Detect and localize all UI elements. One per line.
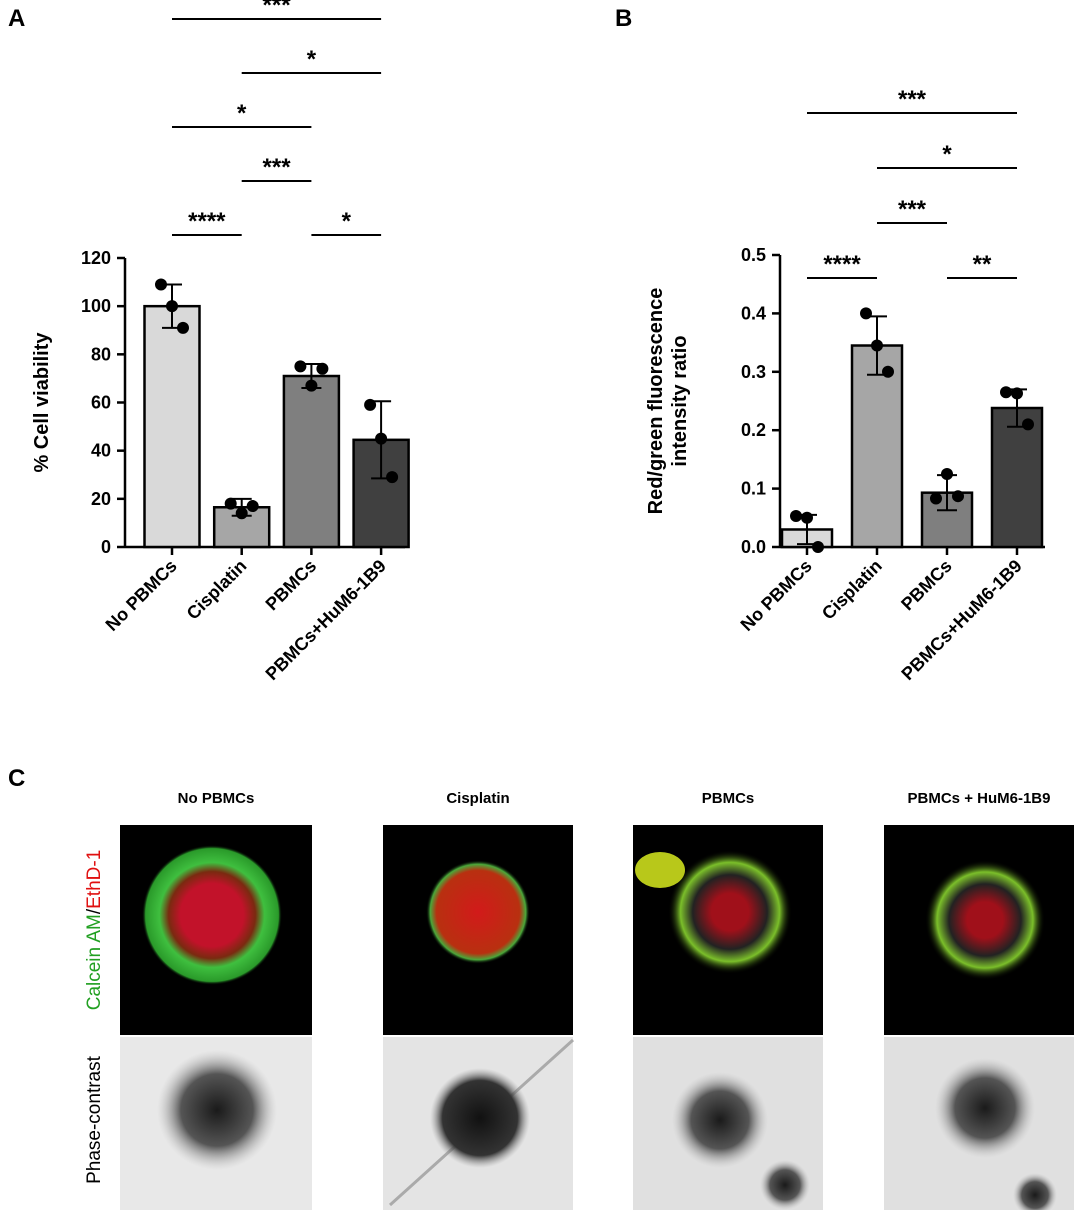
- y-tick-label: 120: [81, 248, 111, 268]
- significance-label: *: [237, 100, 247, 127]
- y-tick-label: 0.0: [741, 537, 766, 557]
- data-point: [882, 365, 894, 378]
- data-point: [860, 307, 872, 320]
- y-tick-label: 80: [91, 344, 111, 364]
- panel-label: A: [8, 5, 25, 32]
- debris: [1013, 1173, 1057, 1215]
- data-point: [364, 398, 377, 411]
- data-point: [305, 379, 318, 392]
- panel-c-images: [120, 825, 1074, 1215]
- calcein-label: Calcein AM: [84, 914, 105, 1010]
- x-tick-label: Cisplatin: [183, 556, 251, 624]
- significance-label: *: [307, 46, 317, 73]
- y-tick-label: 0.2: [741, 420, 766, 440]
- y-axis-label: intensity ratio: [669, 335, 691, 466]
- y-tick-label: 20: [91, 489, 111, 509]
- data-point: [1022, 418, 1034, 431]
- data-point: [1011, 387, 1023, 400]
- spheroid: [157, 1050, 277, 1170]
- y-tick-label: 100: [81, 296, 111, 316]
- panel-label: C: [8, 765, 25, 792]
- column-title: PBMCs + HuM6-1B9: [908, 790, 1051, 807]
- bar: [143, 304, 201, 549]
- x-tick-label: PBMCs+HuM6-1B9: [897, 556, 1025, 684]
- bar: [282, 374, 341, 549]
- significance-label: *: [942, 141, 952, 168]
- significance-label: ***: [898, 196, 927, 223]
- significance-label: ***: [263, 0, 292, 19]
- cluster: [635, 852, 685, 888]
- panel-label: B: [615, 5, 632, 32]
- spheroid: [426, 860, 530, 964]
- data-point: [294, 360, 307, 373]
- column-title: PBMCs: [702, 790, 755, 807]
- data-point: [386, 471, 399, 484]
- data-point: [375, 432, 388, 445]
- spheroid: [430, 1068, 530, 1168]
- data-point: [246, 500, 259, 513]
- y-tick-label: 0: [101, 537, 111, 557]
- significance-label: ****: [823, 251, 861, 278]
- spheroid: [935, 1058, 1035, 1158]
- data-point: [155, 278, 167, 291]
- data-point: [790, 510, 802, 523]
- significance-label: *: [342, 208, 352, 235]
- significance-label: ***: [263, 154, 292, 181]
- x-tick-label: PBMCs: [262, 556, 321, 615]
- y-tick-label: 0.1: [741, 479, 766, 499]
- spheroid: [142, 845, 282, 985]
- significance-label: ***: [898, 86, 927, 113]
- data-point: [930, 492, 942, 505]
- significance-label: **: [973, 251, 992, 278]
- row-label: Phase-contrast: [84, 1055, 105, 1184]
- y-axis-label: % Cell viability: [31, 332, 53, 473]
- data-point: [1000, 386, 1012, 399]
- row-label: Calcein AM/EthD-1: [84, 850, 105, 1011]
- column-title: No PBMCs: [178, 790, 255, 807]
- data-point: [801, 511, 813, 524]
- data-point: [224, 497, 237, 510]
- data-point: [941, 468, 953, 480]
- x-tick-label: PBMCs+HuM6-1B9: [262, 556, 390, 684]
- significance-label: ****: [188, 208, 226, 235]
- y-axis-label: Red/green fluorescence: [645, 288, 667, 515]
- x-tick-label: No PBMCs: [737, 556, 816, 635]
- x-tick-label: PBMCs: [897, 556, 956, 615]
- y-tick-label: 0.5: [741, 245, 766, 265]
- column-title: Cisplatin: [446, 790, 509, 807]
- ethd-label: EthD-1: [84, 850, 105, 909]
- y-tick-label: 0.4: [741, 303, 766, 323]
- spheroid: [668, 850, 792, 974]
- x-tick-label: Cisplatin: [818, 556, 886, 624]
- spheroid: [672, 1072, 768, 1168]
- spheroid: [925, 860, 1045, 980]
- data-point: [871, 339, 883, 352]
- data-point: [952, 490, 964, 503]
- y-tick-label: 0.3: [741, 362, 766, 382]
- data-point: [235, 507, 248, 520]
- data-point: [166, 300, 178, 313]
- y-tick-label: 40: [91, 441, 111, 461]
- data-point: [812, 541, 824, 553]
- separator: /: [84, 908, 105, 914]
- data-point: [316, 362, 329, 375]
- debris: [760, 1160, 810, 1210]
- x-tick-label: No PBMCs: [102, 556, 181, 635]
- data-point: [177, 321, 189, 334]
- bar: [990, 406, 1044, 549]
- y-tick-label: 60: [91, 393, 111, 413]
- bar: [850, 344, 904, 549]
